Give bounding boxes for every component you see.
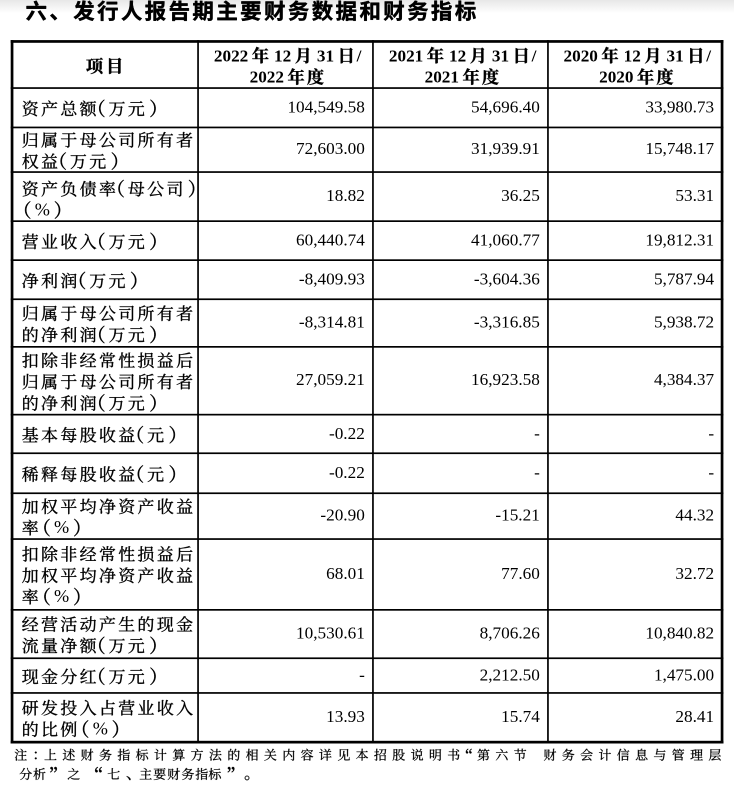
- svg-text:31,939.91: 31,939.91: [471, 139, 540, 158]
- svg-text:-0.22: -0.22: [329, 424, 365, 443]
- svg-text:15.74: 15.74: [501, 707, 540, 726]
- svg-text:2020: 2020: [599, 68, 633, 87]
- svg-text:44.32: 44.32: [675, 506, 714, 525]
- svg-text:-15.21: -15.21: [495, 506, 539, 525]
- svg-text:68.01: 68.01: [326, 564, 365, 583]
- svg-text:-: -: [534, 424, 540, 443]
- svg-text:33,980.73: 33,980.73: [645, 98, 714, 117]
- svg-text:/: /: [531, 46, 537, 65]
- svg-text:27,059.21: 27,059.21: [296, 370, 365, 389]
- svg-text:5,787.94: 5,787.94: [654, 270, 715, 289]
- svg-text:-3,604.36: -3,604.36: [474, 270, 540, 289]
- svg-text:54,696.40: 54,696.40: [471, 98, 540, 117]
- svg-text:12: 12: [449, 46, 466, 65]
- svg-text:5,938.72: 5,938.72: [654, 312, 714, 331]
- svg-text:%: %: [54, 586, 69, 606]
- svg-text:2020: 2020: [564, 46, 598, 65]
- svg-text:104,549.58: 104,549.58: [287, 98, 364, 117]
- svg-text:31: 31: [492, 46, 509, 65]
- svg-text:-20.90: -20.90: [320, 506, 364, 525]
- svg-text:32.72: 32.72: [675, 564, 714, 583]
- svg-text:10,530.61: 10,530.61: [296, 623, 365, 642]
- svg-text:2021: 2021: [425, 68, 459, 87]
- svg-text:36.25: 36.25: [501, 186, 540, 205]
- svg-text:-: -: [708, 424, 714, 443]
- svg-text:15,748.17: 15,748.17: [645, 139, 714, 158]
- svg-text:53.31: 53.31: [675, 186, 714, 205]
- svg-text:31: 31: [317, 46, 334, 65]
- svg-text:/: /: [705, 46, 711, 65]
- svg-text:-8,409.93: -8,409.93: [299, 270, 365, 289]
- svg-text:31: 31: [667, 46, 684, 65]
- svg-text:-8,314.81: -8,314.81: [299, 312, 365, 331]
- svg-text:16,923.58: 16,923.58: [471, 370, 540, 389]
- svg-text:-: -: [534, 463, 540, 482]
- svg-text:%: %: [54, 517, 69, 537]
- svg-text:1,475.00: 1,475.00: [654, 665, 714, 684]
- svg-text:12: 12: [624, 46, 641, 65]
- svg-text:10,840.82: 10,840.82: [645, 623, 714, 642]
- svg-text:28.41: 28.41: [675, 707, 714, 726]
- svg-text:13.93: 13.93: [326, 707, 365, 726]
- svg-text:19,812.31: 19,812.31: [645, 231, 714, 250]
- svg-text:2021: 2021: [389, 46, 423, 65]
- svg-text:2022: 2022: [214, 46, 248, 65]
- svg-text:18.82: 18.82: [326, 186, 365, 205]
- svg-text:72,603.00: 72,603.00: [296, 139, 365, 158]
- svg-text:%: %: [93, 719, 108, 739]
- svg-text:/: /: [356, 46, 362, 65]
- svg-text:%: %: [35, 200, 50, 220]
- svg-text:-: -: [359, 665, 365, 684]
- svg-text:12: 12: [274, 46, 291, 65]
- svg-text:2,212.50: 2,212.50: [480, 665, 540, 684]
- svg-text:-3,316.85: -3,316.85: [474, 312, 540, 331]
- svg-text:41,060.77: 41,060.77: [471, 231, 540, 250]
- svg-text:77.60: 77.60: [501, 564, 540, 583]
- svg-text:-: -: [708, 463, 714, 482]
- svg-text:8,706.26: 8,706.26: [480, 623, 541, 642]
- svg-text:60,440.74: 60,440.74: [296, 231, 365, 250]
- svg-text:2022: 2022: [250, 68, 284, 87]
- svg-text:-0.22: -0.22: [329, 463, 365, 482]
- svg-text:4,384.37: 4,384.37: [654, 370, 715, 389]
